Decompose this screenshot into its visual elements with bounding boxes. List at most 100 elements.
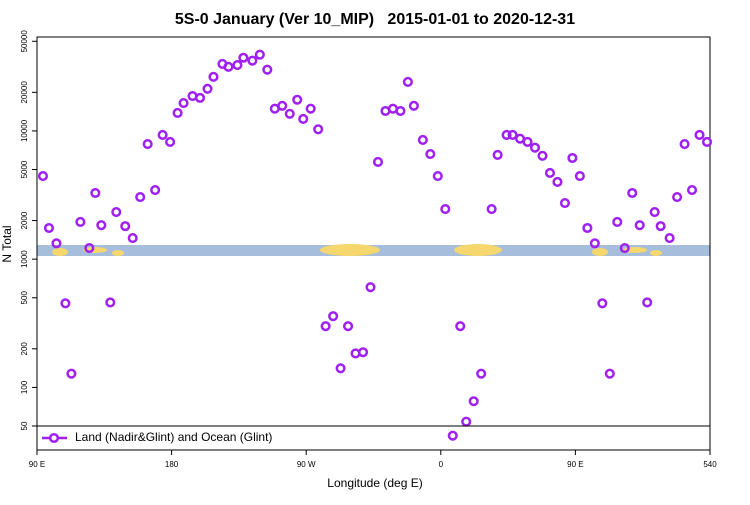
point: [178, 97, 189, 109]
point: [142, 139, 153, 150]
point: [655, 221, 666, 232]
point: [619, 243, 630, 254]
point: [165, 136, 176, 148]
point: [432, 170, 443, 182]
point: [501, 129, 512, 141]
point: [455, 321, 466, 332]
y-tick-label: 50000: [20, 30, 29, 53]
point: [120, 221, 131, 232]
point: [402, 76, 413, 87]
point: [537, 150, 548, 161]
point: [277, 100, 288, 111]
point: [447, 430, 458, 441]
point: [507, 129, 518, 141]
x-axis-label: Longitude (deg E): [327, 476, 422, 490]
point: [522, 136, 533, 148]
point: [417, 134, 428, 146]
point: [284, 108, 295, 119]
point: [425, 149, 436, 160]
point: [604, 368, 615, 379]
plot-frame: [36, 36, 711, 451]
point: [574, 170, 585, 182]
point: [529, 142, 541, 153]
point: [208, 71, 219, 82]
x-tick-label: 180: [165, 460, 179, 469]
map-strip: [37, 244, 710, 256]
point: [589, 238, 600, 249]
point: [262, 64, 273, 75]
point: [372, 156, 384, 167]
point: [627, 187, 638, 199]
chart-title: 5S-0 January (Ver 10_MIP) 2015-01-01 to …: [175, 11, 575, 28]
point: [66, 368, 77, 379]
point: [194, 92, 206, 103]
point: [612, 216, 623, 228]
point: [582, 222, 593, 234]
point: [552, 176, 563, 188]
point: [292, 94, 303, 105]
x-tick-label: 90 E: [29, 460, 45, 469]
point: [395, 105, 406, 117]
x-tick-label: 540: [703, 460, 717, 469]
point: [492, 149, 503, 160]
y-tick-label: 2000: [20, 211, 29, 229]
point: [127, 233, 138, 244]
point: [440, 203, 451, 215]
point: [365, 282, 376, 293]
point: [701, 136, 713, 148]
point: [60, 298, 71, 309]
point: [223, 61, 234, 72]
point: [567, 152, 578, 164]
point: [313, 124, 324, 135]
point: [157, 129, 168, 141]
point: [642, 297, 653, 308]
point: [559, 197, 570, 209]
point: [305, 103, 316, 114]
point: [298, 113, 309, 124]
x-tick-label: 90 W: [297, 460, 316, 469]
point: [634, 220, 645, 231]
point: [90, 187, 101, 199]
point: [335, 363, 346, 374]
point: [320, 321, 331, 332]
point: [172, 107, 183, 119]
y-tick-label: 20000: [20, 81, 29, 104]
point: [328, 311, 339, 322]
point: [544, 167, 556, 179]
point: [664, 233, 675, 244]
y-axis-label: N Total: [0, 225, 14, 262]
point: [111, 207, 122, 218]
y-tick-label: 1000: [20, 250, 29, 268]
point: [476, 368, 487, 379]
point: [694, 129, 705, 141]
point: [96, 220, 107, 231]
point: [232, 60, 243, 71]
point: [150, 184, 161, 196]
point: [254, 49, 265, 60]
point: [75, 216, 86, 228]
point: [461, 416, 472, 427]
point: [468, 396, 479, 407]
point: [51, 238, 62, 249]
point: [486, 203, 497, 215]
point: [672, 192, 683, 203]
point: [408, 100, 419, 111]
point: [84, 243, 95, 254]
y-tick-label: 100: [20, 380, 29, 394]
point: [343, 321, 354, 332]
y-tick-label: 10000: [20, 119, 29, 142]
y-tick-label: 200: [20, 342, 29, 356]
point: [247, 55, 258, 66]
point: [202, 83, 213, 94]
point: [687, 184, 698, 196]
point: [43, 222, 55, 234]
y-tick-label: 50: [20, 421, 29, 430]
point: [37, 170, 49, 182]
x-tick-label: 90 E: [567, 460, 583, 469]
x-tick-label: 0: [439, 460, 444, 469]
point: [679, 139, 690, 150]
legend-marker: [48, 432, 60, 444]
point: [357, 347, 369, 358]
point: [135, 192, 146, 203]
